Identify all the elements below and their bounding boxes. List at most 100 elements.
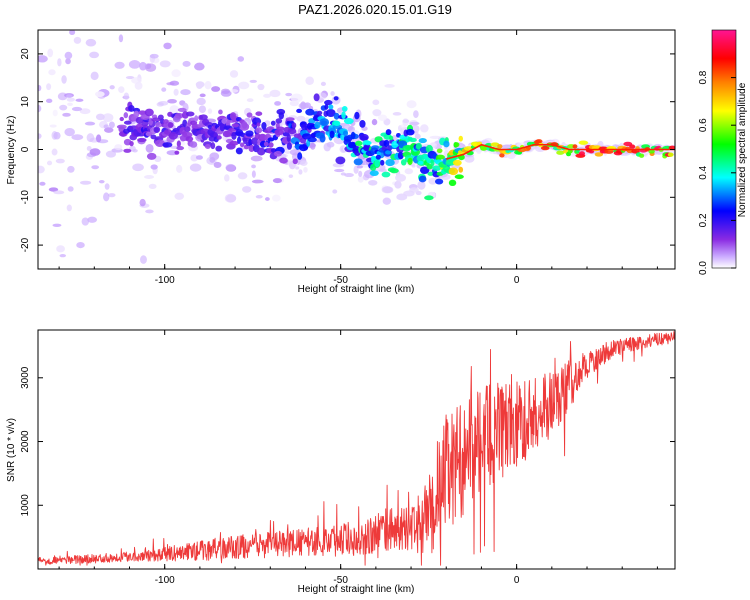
spectrogram-ridge-point <box>443 140 450 148</box>
spectrogram-speckle <box>250 155 263 162</box>
spectrogram-speckle <box>81 217 90 226</box>
spectrogram-speckle <box>198 105 207 113</box>
spectrogram-speckle <box>59 104 68 111</box>
spectrogram-speckle <box>357 176 364 183</box>
spectrogram-speckle <box>87 216 98 223</box>
spectrogram-speckle <box>46 83 52 91</box>
x-tick-label: -100 <box>155 575 175 586</box>
spectrogram-ridge-point <box>237 136 242 145</box>
colorbar-gradient <box>711 29 737 269</box>
x-tick-label: -50 <box>333 575 348 586</box>
spectrogram-speckle <box>118 34 124 43</box>
spectrogram-speckle <box>114 61 125 69</box>
spectrogram-speckle <box>52 109 58 117</box>
spectrogram-ridge-point <box>189 141 198 148</box>
spectrogram-ridge-point <box>540 145 550 151</box>
spectrogram-speckle <box>105 150 117 158</box>
spectrogram-ridge-point <box>355 140 363 147</box>
spectrogram-speckle <box>48 69 56 76</box>
spectrogram-ridge-point <box>239 142 245 148</box>
spectrogram-ridge-point <box>436 148 443 153</box>
spectrogram-ridge-point <box>415 142 422 150</box>
spectrogram-speckle <box>67 165 75 173</box>
spectrogram-ridge-point <box>145 131 153 137</box>
spectrogram-ridge-point <box>359 119 366 128</box>
spectrogram-speckle <box>38 133 42 139</box>
spectrogram-speckle <box>46 98 53 104</box>
spectrogram-speckle <box>195 155 203 160</box>
spectrogram-ridge-point <box>385 129 392 136</box>
spectrogram-speckle <box>57 58 62 67</box>
spectrogram-speckle <box>47 48 54 58</box>
spectrogram-speckle <box>225 163 236 172</box>
spectrogram-ridge-point <box>405 128 415 136</box>
spectrogram-ridge-point <box>333 96 339 101</box>
snr-ticks: -100 -50 0 1000 2000 3000 <box>20 330 675 586</box>
spectrogram-speckle <box>89 51 100 59</box>
spectrogram-ridge-point <box>153 126 161 134</box>
spectrogram-speckle <box>79 108 91 115</box>
y-tick-label: -10 <box>20 190 31 205</box>
spectrogram-ridge-point <box>307 137 317 143</box>
spectrogram-speckle <box>251 164 256 169</box>
spectrogram-speckle <box>38 55 48 63</box>
spectrogram-speckle <box>140 6 147 12</box>
spectrogram-speckle <box>84 9 90 12</box>
spectrogram-ridge-point <box>376 150 382 156</box>
spectrogram-speckle <box>176 164 183 173</box>
spectrogram-ridge-point <box>129 140 134 147</box>
spectrogram-x-axis-title: Height of straight line (km) <box>298 284 415 295</box>
spectrogram-speckle <box>394 180 402 189</box>
spectrogram-ridge-point <box>263 141 269 147</box>
spectrogram-marks <box>38 6 675 264</box>
spectrogram-speckle <box>89 148 101 156</box>
colorbar-tick-label: 0.4 <box>698 165 709 179</box>
spectrogram-speckle <box>356 165 364 169</box>
spectrogram-speckle <box>274 101 282 106</box>
spectrogram-speckle <box>173 88 179 96</box>
spectrogram-speckle <box>64 127 75 137</box>
spectrogram-speckle <box>134 81 143 90</box>
spectrogram-speckle <box>84 121 96 126</box>
spectrogram-ridge-point <box>137 137 147 143</box>
spectrogram-speckle <box>196 81 203 90</box>
spectrogram-speckle <box>251 170 256 178</box>
spectrogram-speckle <box>371 118 378 126</box>
snr-panel: -100 -50 0 1000 2000 3000 Height of straight … <box>6 329 676 595</box>
spectrogram-ridge-point <box>448 167 459 176</box>
spectrogram-speckle <box>95 91 105 98</box>
spectrogram-ridge-point <box>374 159 380 168</box>
spectrogram-ridge-point <box>123 148 132 153</box>
spectrogram-speckle <box>85 38 97 47</box>
spectrogram-ridge-point <box>667 152 674 157</box>
spectrogram-speckle <box>246 98 254 103</box>
spectrogram-ridge-point <box>350 131 356 140</box>
spectrogram-ridge-point <box>248 144 255 153</box>
spectrogram-ridge-point <box>194 115 199 122</box>
spectrogram-ridge-point <box>207 124 213 129</box>
spectrogram-ridge-point <box>452 159 462 166</box>
spectrogram-speckle <box>189 163 202 172</box>
spectrogram-speckle <box>102 113 114 122</box>
colorbar-ticks: 0.0 0.2 0.4 0.6 0.8 <box>698 70 736 275</box>
spectrogram-speckle <box>125 76 135 80</box>
spectrogram-speckle <box>207 108 213 114</box>
spectrogram-speckle <box>79 180 92 185</box>
spectrogram-ridge-point <box>297 152 303 160</box>
spectrogram-speckle <box>384 84 395 88</box>
spectrogram-speckle <box>139 61 147 71</box>
spectrogram-speckle <box>163 42 172 50</box>
spectrogram-ridge-point <box>231 123 240 128</box>
x-tick-label: 0 <box>514 575 520 586</box>
spectrogram-speckle <box>51 131 58 140</box>
spectrogram-speckle <box>118 86 125 94</box>
spectrogram-ridge-point <box>251 137 259 145</box>
spectrogram-speckle <box>104 127 114 133</box>
spectrogram-ridge-point <box>333 120 341 127</box>
spectrogram-ridge-point <box>407 157 413 166</box>
spectrogram-ridge-point <box>417 160 424 165</box>
spectrogram-speckle <box>39 181 46 186</box>
snr-series-line <box>38 331 675 566</box>
spectrogram-ridge-point <box>298 144 309 152</box>
spectrogram-ridge-point <box>380 159 385 166</box>
